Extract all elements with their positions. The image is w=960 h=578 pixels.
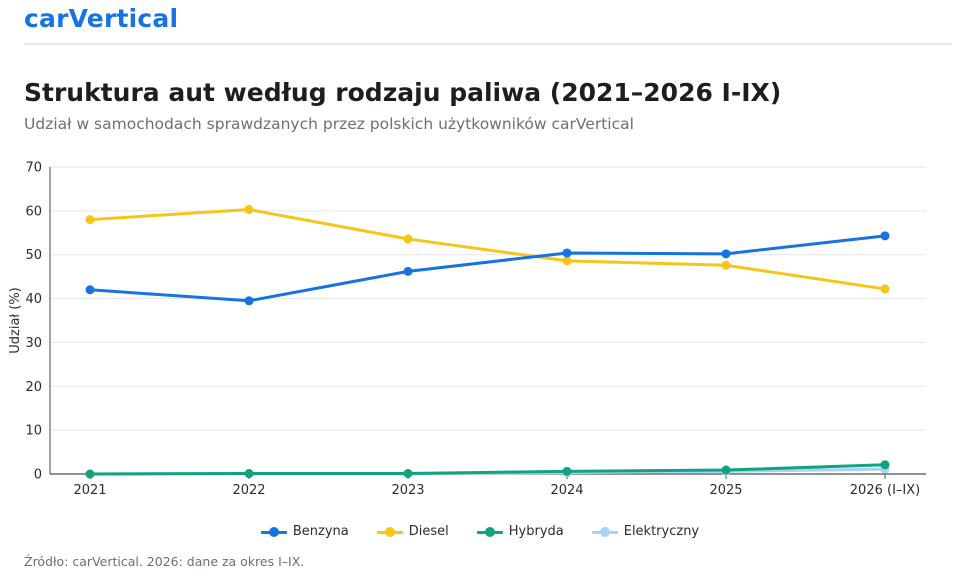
y-tick-label: 60 <box>25 204 42 219</box>
data-point-hybryda <box>244 469 254 479</box>
data-point-hybryda <box>880 460 890 470</box>
data-point-diesel <box>562 256 572 266</box>
data-point-diesel <box>880 284 890 294</box>
brand-logo[interactable]: carVertical <box>24 4 179 33</box>
series-line-hybryda <box>88 463 887 476</box>
legend-label: Elektryczny <box>623 524 700 539</box>
x-tick-label: 2026 (I–IX) <box>850 483 920 498</box>
data-point-benzyna <box>721 249 731 259</box>
y-tick-label: 50 <box>25 248 42 263</box>
data-point-diesel <box>403 234 413 244</box>
data-point-diesel <box>721 260 731 270</box>
legend-label: Hybryda <box>508 524 564 539</box>
legend-item-hybryda[interactable]: Hybryda <box>476 524 564 539</box>
x-tick-label: 2024 <box>550 483 583 498</box>
header-divider <box>24 43 952 45</box>
series-line-benzyna <box>88 234 887 303</box>
series-line-diesel <box>88 208 887 291</box>
legend-swatch <box>260 526 287 538</box>
legend-label: Benzyna <box>292 524 349 539</box>
y-tick-label: 40 <box>25 292 42 307</box>
y-tick-label: 10 <box>25 424 42 439</box>
chart-legend: Benzyna Diesel Hybryda Elektryczny <box>0 524 960 539</box>
data-point-benzyna <box>562 248 572 258</box>
x-tick-label: 2023 <box>391 483 424 498</box>
legend-item-diesel[interactable]: Diesel <box>376 524 449 539</box>
chart-title: Struktura aut według rodzaju paliwa (202… <box>24 78 782 107</box>
data-point-benzyna <box>244 296 254 306</box>
line-chart: 0 10 20 30 40 50 60 70 2021 2022 2023 2024 2025 2026 … <box>8 161 926 498</box>
data-point-hybryda <box>721 465 731 475</box>
legend-swatch <box>591 526 618 538</box>
legend-label: Diesel <box>408 524 449 539</box>
x-tick-label: 2021 <box>73 483 106 498</box>
source-note: Źródło: carVertical. 2026: dane za okres… <box>24 554 305 569</box>
data-point-hybryda <box>403 469 413 479</box>
y-tick-label: 30 <box>25 336 42 351</box>
y-tick-label: 70 <box>25 161 42 176</box>
data-point-hybryda <box>85 469 95 479</box>
y-axis-label: Udział (%) <box>8 287 23 354</box>
legend-swatch <box>476 526 503 538</box>
chart-subtitle: Udział w samochodach sprawdzanych przez … <box>24 115 634 133</box>
data-point-benzyna <box>403 266 413 276</box>
legend-swatch <box>376 526 403 538</box>
legend-item-elektryczny[interactable]: Elektryczny <box>591 524 700 539</box>
y-tick-label: 20 <box>25 380 42 395</box>
data-point-benzyna <box>880 231 890 241</box>
data-point-benzyna <box>85 285 95 295</box>
x-tick-label: 2022 <box>232 483 265 498</box>
data-point-diesel <box>85 215 95 225</box>
legend-item-benzyna[interactable]: Benzyna <box>260 524 349 539</box>
y-tick-label: 0 <box>34 468 42 483</box>
data-point-hybryda <box>562 466 572 476</box>
data-point-diesel <box>244 205 254 215</box>
x-tick-label: 2025 <box>709 483 742 498</box>
